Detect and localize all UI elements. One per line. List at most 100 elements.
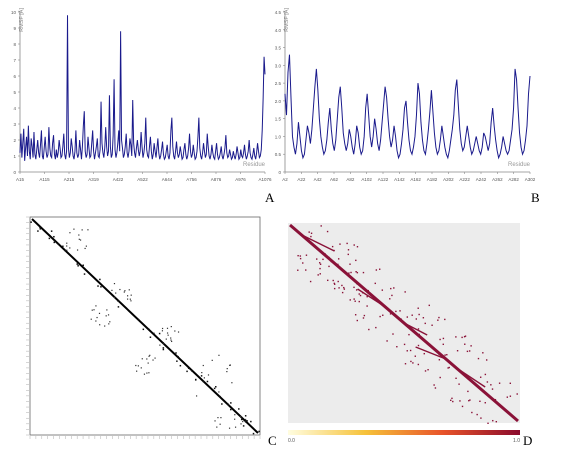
contact-map-c-cell xyxy=(64,250,67,252)
panel-a-rmsf-chart: 0 1 2 3 4 5 6 7 8 9 10 A15 A115 A215 A319 A422 A522 A644 A… xyxy=(0,0,275,205)
contact-map-c-cell xyxy=(93,309,95,311)
contact-map-d-cell xyxy=(355,271,357,273)
contact-map-c-cell xyxy=(106,309,108,311)
chart-b-xtick-label: A22 xyxy=(297,177,306,182)
contact-map-d-cell xyxy=(442,343,444,346)
contact-map-d-cell xyxy=(393,287,395,289)
contact-map-c-cell xyxy=(57,243,60,245)
chart-b-ytick-label: 1.0 xyxy=(275,134,282,139)
contact-map-c-cell xyxy=(231,382,233,384)
contact-map-c-cell xyxy=(171,340,173,343)
contact-map-d-cell xyxy=(456,350,459,352)
contact-map-d-cell xyxy=(319,273,321,275)
contact-map-d-cell xyxy=(333,283,336,285)
contact-map-c-cell xyxy=(129,298,131,300)
contact-map-c-cell xyxy=(240,418,243,421)
contact-map-d-cell xyxy=(495,400,497,403)
contact-map-c-cell xyxy=(123,291,125,293)
contact-map-d-cell xyxy=(439,338,441,341)
chart-a-ytick-label: 9 xyxy=(13,26,16,31)
contact-map-c-cell xyxy=(113,282,116,285)
contact-map-d-streak xyxy=(415,346,447,360)
contact-map-c-cell xyxy=(159,344,161,346)
contact-map-d-cell xyxy=(346,242,348,245)
contact-map-c-cell xyxy=(48,237,51,240)
contact-map-d-cell xyxy=(479,400,481,403)
contact-map-d-cell xyxy=(363,314,366,317)
contact-map-d-cell xyxy=(341,284,343,287)
contact-map-d-cell xyxy=(424,370,427,372)
contact-map-c-cell xyxy=(54,239,56,242)
contact-map-c-cell xyxy=(186,370,188,373)
contact-map-d-cell xyxy=(433,384,435,386)
contact-map-d-cell xyxy=(375,326,377,329)
contact-map-c-cell xyxy=(95,305,97,307)
contact-map-c-cell xyxy=(143,373,146,375)
contact-map-c-cell xyxy=(37,230,39,232)
contact-map-d-cell xyxy=(406,350,408,352)
contact-map-c-cell xyxy=(73,228,75,230)
contact-map-d-cell xyxy=(442,337,445,340)
contact-map-c-cell xyxy=(115,292,117,294)
chart-a-xtick-label: A522 xyxy=(137,177,148,182)
contact-map-c-cell xyxy=(158,332,161,335)
contact-map-d-cell xyxy=(455,377,457,380)
contact-map-d-cell xyxy=(362,292,364,294)
contact-map-c-cell xyxy=(126,298,129,300)
contact-map-d-cell xyxy=(437,319,439,321)
contact-map-c-cell xyxy=(91,309,93,311)
contact-map-c-cell xyxy=(104,325,106,327)
contact-map-d-cell xyxy=(434,387,437,389)
contact-map-c-cell xyxy=(217,417,219,419)
contact-map-c-cell xyxy=(30,221,32,223)
contact-map-c-cell xyxy=(161,330,164,332)
contact-map-d-cell xyxy=(354,314,357,316)
contact-map-c-cell xyxy=(109,321,111,323)
contact-map-d-cell xyxy=(349,299,351,301)
contact-map-d-cell xyxy=(467,390,469,393)
contact-map-c xyxy=(26,216,261,439)
contact-map-d-cell xyxy=(368,328,370,331)
contact-map-c-cell xyxy=(202,364,204,367)
chart-a-ytick-label: 3 xyxy=(13,122,16,127)
contact-map-d-cell xyxy=(338,287,340,289)
contact-map-d-cell xyxy=(498,382,501,384)
contact-map-d-cell xyxy=(386,340,388,342)
contact-map-d-cell xyxy=(458,383,460,385)
contact-map-d-cell xyxy=(408,325,410,328)
contact-map-c-cell xyxy=(127,295,129,297)
contact-map-c-cell xyxy=(191,370,193,372)
contact-map-c-cell xyxy=(79,239,82,241)
contact-map-d-cell xyxy=(353,298,355,300)
contact-map-c-cell xyxy=(95,320,97,322)
contact-map-c-cell xyxy=(228,427,231,429)
contact-map-d-cell xyxy=(467,378,470,380)
contact-map-d-cell xyxy=(484,373,487,376)
contact-map-d-cell xyxy=(404,363,407,365)
contact-map-c-cell xyxy=(170,326,172,328)
contact-map-c-cell xyxy=(179,364,182,367)
contact-map-d-cell xyxy=(317,274,319,276)
contact-map-d-cell xyxy=(506,396,509,398)
contact-map-c-cell xyxy=(69,232,71,234)
chart-b-xtick-label: A42 xyxy=(314,177,323,182)
contact-map-d-cell xyxy=(382,314,384,316)
contact-map-d-cell xyxy=(349,263,351,265)
contact-map-c-cell xyxy=(97,285,99,287)
chart-b-xtick-label: A222 xyxy=(459,177,470,182)
contact-map-d-cell xyxy=(333,287,336,290)
contact-map-d-cell xyxy=(375,269,378,271)
contact-map-d-cell xyxy=(438,359,441,361)
contact-map-c-cell xyxy=(81,229,83,231)
chart-a-xtick-label: A976 xyxy=(235,177,246,182)
contact-map-d-cell xyxy=(417,307,419,309)
contact-map-c-cell xyxy=(244,421,247,423)
chart-b-xtick-label: A82 xyxy=(346,177,355,182)
contact-map-c-cell xyxy=(111,289,113,291)
contact-map-c-cell xyxy=(229,364,232,366)
contact-map-c-cell xyxy=(62,245,64,248)
contact-map-d-cell xyxy=(339,243,341,245)
contact-map-c-cell xyxy=(146,358,148,360)
contact-map-d-cell xyxy=(495,420,498,423)
contact-map-c-cell xyxy=(234,414,236,416)
